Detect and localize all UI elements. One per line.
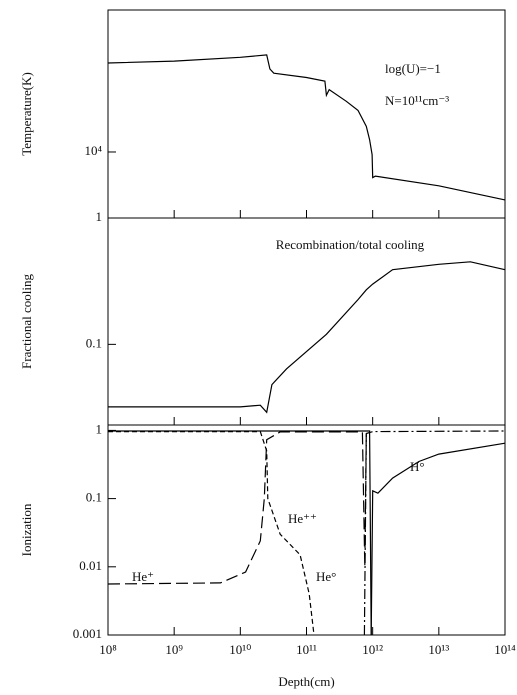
y-axis-label: Ionization [19, 503, 34, 556]
x-tick-label: 10⁹ [165, 642, 183, 657]
y-tick-label: 1 [96, 421, 103, 436]
y-axis-label: Temperature(K) [19, 72, 34, 156]
series-line [108, 431, 315, 636]
x-tick-label: 10¹² [362, 642, 383, 657]
annotation: log(U)=−1 [385, 61, 441, 76]
x-tick-label: 10¹⁰ [229, 642, 251, 657]
x-tick-label: 10⁸ [99, 642, 117, 657]
y-tick-label: 0.1 [86, 490, 102, 505]
y-tick-label: 0.1 [86, 335, 102, 350]
y-tick-label: 0.001 [73, 626, 102, 641]
y-axis-label: Fractional cooling [19, 274, 34, 369]
y-tick-label: 1 [96, 209, 103, 224]
x-axis-label: Depth(cm) [278, 674, 334, 689]
series-label: He⁺⁺ [288, 511, 317, 526]
panel-title: Recombination/total cooling [276, 237, 425, 252]
series-line [107, 54, 506, 201]
y-tick-label: 10⁴ [84, 143, 102, 158]
series-line [108, 261, 506, 414]
series-line [107, 431, 367, 585]
y-tick-label: 0.01 [79, 558, 102, 573]
series-line [370, 442, 506, 636]
series-line [108, 430, 372, 636]
annotation: N=10¹¹cm⁻³ [385, 93, 449, 108]
series-label: He⁺ [132, 569, 154, 584]
x-tick-label: 10¹⁴ [494, 642, 516, 657]
series-label: He° [316, 569, 336, 584]
series-label: H° [410, 459, 425, 474]
x-tick-label: 10¹¹ [296, 642, 317, 657]
series-line [363, 430, 506, 636]
x-tick-label: 10¹³ [428, 642, 449, 657]
panel-frame [107, 424, 506, 636]
